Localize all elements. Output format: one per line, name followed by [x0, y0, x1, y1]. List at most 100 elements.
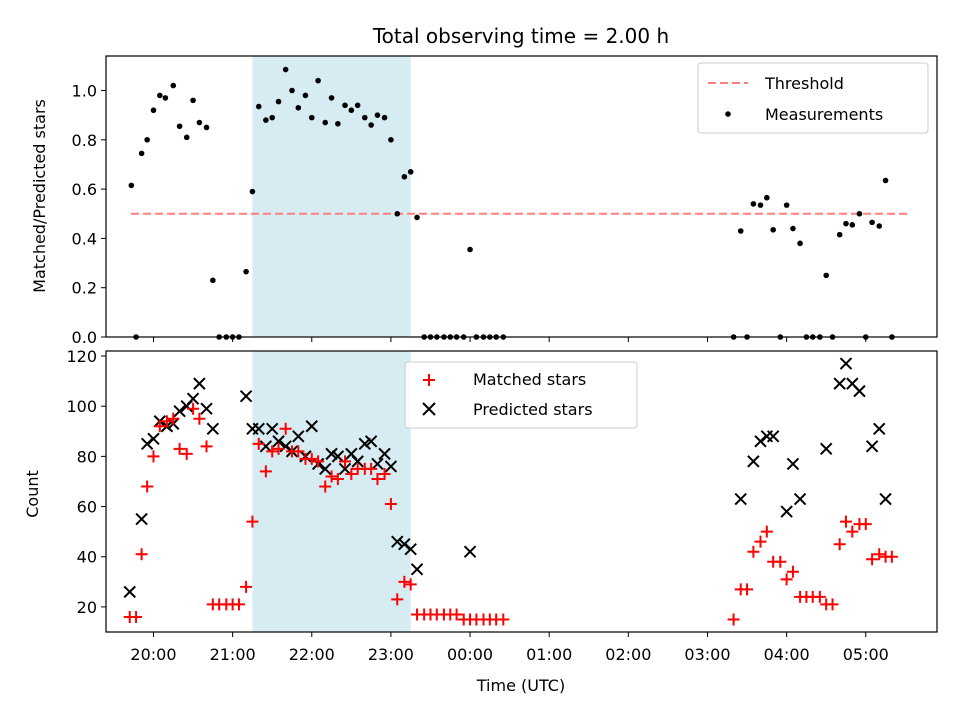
- measurement-point: [361, 114, 368, 121]
- predicted-point: [734, 492, 747, 506]
- predicted-point: [793, 492, 807, 506]
- bottom-y-axis-label: Count: [23, 470, 42, 518]
- predicted-point: [173, 405, 186, 418]
- measurement-point: [190, 97, 196, 104]
- measurement-point: [368, 122, 374, 128]
- predicted-point: [879, 492, 892, 506]
- predicted-point: [206, 422, 220, 435]
- bottom-legend: Matched stars Predicted stars: [404, 361, 638, 429]
- y-tick-label: 1.0: [72, 82, 97, 101]
- measurement-point: [162, 95, 169, 101]
- matched-point: [371, 472, 384, 485]
- predicted-point: [135, 512, 148, 526]
- predicted-point: [378, 447, 391, 461]
- matched-point: [279, 422, 292, 435]
- measurement-point: [414, 214, 420, 221]
- measurement-point: [210, 277, 216, 284]
- matched-point: [813, 590, 826, 603]
- predicted-point: [873, 422, 886, 435]
- measurement-point: [856, 210, 863, 217]
- matched-point: [741, 583, 754, 596]
- measurement-point: [348, 107, 355, 114]
- matched-point: [826, 598, 839, 611]
- matched-point: [866, 553, 879, 566]
- predicted-point: [193, 377, 206, 390]
- measurement-point: [407, 169, 414, 175]
- matched-point: [259, 465, 272, 478]
- matched-point: [319, 480, 332, 493]
- measurement-point: [196, 119, 203, 126]
- matched-point: [859, 518, 872, 531]
- measurement-point: [263, 117, 269, 123]
- matched-point: [885, 550, 898, 563]
- predicted-point: [186, 392, 200, 405]
- matched-point: [266, 445, 279, 458]
- matched-point: [774, 555, 787, 568]
- predicted-point: [364, 435, 378, 448]
- matched-point: [252, 437, 265, 450]
- matched-point: [305, 452, 318, 465]
- predicted-point: [351, 455, 364, 468]
- measurement-point: [882, 177, 889, 184]
- y-tick-label: 0.2: [72, 279, 97, 298]
- measurement-point: [401, 173, 408, 180]
- matched-point: [130, 610, 143, 623]
- matched-point: [331, 472, 344, 485]
- predicted-point: [384, 460, 398, 473]
- matched-point: [378, 467, 391, 480]
- matched-point: [339, 455, 352, 468]
- measurement-points: [128, 66, 895, 340]
- matched-point: [200, 440, 213, 453]
- measurement-point: [150, 107, 157, 114]
- matched-point: [160, 415, 173, 428]
- measurement-point: [764, 194, 770, 201]
- measurement-point: [255, 103, 262, 110]
- measurement-point: [249, 188, 256, 195]
- measurement-point: [354, 102, 361, 109]
- measurement-point: [128, 182, 135, 189]
- matched-point: [153, 420, 166, 433]
- y-tick-label: 0.4: [72, 229, 97, 248]
- y-tick-label: 0.0: [72, 328, 97, 347]
- matched-point: [246, 515, 259, 528]
- measurement-point: [170, 82, 177, 89]
- predicted-point: [147, 432, 160, 446]
- predicted-point: [371, 457, 384, 471]
- observing-window-shade: [252, 351, 411, 632]
- matched-point: [760, 525, 773, 538]
- measurement-point: [783, 202, 790, 208]
- x-tick-label: 03:00: [684, 645, 730, 664]
- legend-threshold: Threshold: [764, 74, 844, 93]
- top-legend-box: [697, 62, 929, 134]
- matched-point: [398, 575, 411, 588]
- measurement-point: [757, 202, 764, 208]
- y-tick-label: 80: [77, 447, 97, 466]
- measurement-point: [322, 119, 329, 126]
- count-panel: 20 40 60 80 100 120 20:00 21:00 22:00 23:00 00:00…: [23, 347, 938, 695]
- matched-point: [312, 455, 325, 468]
- matched-point: [846, 525, 859, 538]
- predicted-point: [272, 435, 285, 448]
- predicted-point: [305, 420, 318, 433]
- measurement-legend-marker: [725, 111, 731, 117]
- predicted-point: [404, 542, 417, 556]
- matched-point: [404, 578, 417, 591]
- measurement-point: [797, 240, 803, 247]
- predicted-point: [391, 535, 404, 548]
- matched-point: [754, 535, 767, 548]
- measurement-point: [328, 95, 335, 101]
- matched-point: [167, 412, 180, 425]
- measurement-point: [750, 201, 757, 207]
- matched-point: [786, 565, 799, 578]
- matched-point: [232, 598, 245, 611]
- measurement-point: [269, 114, 276, 121]
- bottom-plot-frame: [105, 350, 938, 633]
- matched-legend-marker: [423, 374, 435, 386]
- predicted-point: [853, 384, 866, 398]
- x-tick-label: 23:00: [368, 645, 414, 664]
- bottom-legend-box: [404, 361, 638, 429]
- matched-point: [450, 608, 463, 621]
- predicted-point: [265, 422, 279, 435]
- top-x-ticks: [152, 337, 867, 342]
